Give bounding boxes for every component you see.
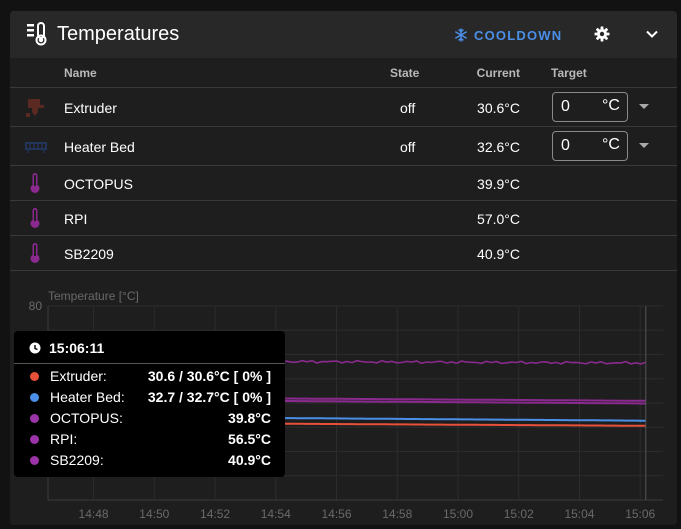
tooltip-label: Heater Bed: <box>50 389 125 405</box>
panel-header: Temperatures COOLDOWN <box>10 11 677 58</box>
extruder-target-input[interactable] <box>552 92 628 122</box>
series-dot <box>30 435 39 444</box>
table-row-rpi: RPI 57.0°C <box>10 201 677 236</box>
tooltip-value: 39.8°C <box>228 410 271 426</box>
thermometer-lines-icon <box>27 22 47 46</box>
tooltip-label: Extruder: <box>50 368 107 384</box>
row-current: 39.9°C <box>477 176 520 192</box>
x-tick-label: 14:48 <box>79 507 109 521</box>
x-tick-label: 14:56 <box>322 507 352 521</box>
row-name: SB2209 <box>64 246 114 262</box>
table-row-sb2209: SB2209 40.9°C <box>10 236 677 271</box>
heater-bed-icon <box>25 142 47 153</box>
x-tick-label: 14:54 <box>261 507 291 521</box>
x-tick-label: 15:06 <box>625 507 655 521</box>
thermometer-icon <box>30 208 40 228</box>
chart-tooltip: 15:06:11 Extruder: 30.6 / 30.6°C [ 0% ] … <box>14 331 285 477</box>
extruder-icon <box>26 99 44 117</box>
table-row-heater-bed: Heater Bed off 32.6°C °C <box>10 127 677 166</box>
tooltip-header: 15:06:11 <box>14 331 285 364</box>
column-current: Current <box>476 66 520 80</box>
table-header: Name State Current Target <box>10 58 677 88</box>
row-state: off <box>400 139 416 155</box>
tooltip-label: SB2209: <box>50 452 104 468</box>
heater-bed-target-dropdown-icon[interactable] <box>638 142 650 150</box>
series-dot <box>30 372 39 381</box>
row-current: 30.6°C <box>477 100 520 116</box>
x-tick-label: 14:52 <box>200 507 230 521</box>
x-tick-label: 15:02 <box>504 507 534 521</box>
target-unit: °C <box>602 136 620 153</box>
extruder-target-dropdown-icon[interactable] <box>638 103 650 111</box>
tooltip-row-octopus: OCTOPUS: 39.8°C <box>14 408 285 429</box>
row-name: Heater Bed <box>64 139 135 155</box>
tooltip-row-extruder: Extruder: 30.6 / 30.6°C [ 0% ] <box>14 366 285 387</box>
column-name: Name <box>64 66 97 80</box>
clock-icon <box>29 342 41 354</box>
thermometer-icon <box>30 243 40 263</box>
cooldown-label: COOLDOWN <box>474 27 563 43</box>
x-tick-label: 15:00 <box>443 507 473 521</box>
tooltip-row-heater-bed: Heater Bed: 32.7 / 32.7°C [ 0% ] <box>14 387 285 408</box>
cooldown-button[interactable]: COOLDOWN <box>454 24 562 46</box>
x-tick-label: 14:58 <box>382 507 412 521</box>
chevron-down-icon[interactable] <box>644 26 660 42</box>
series-dot <box>30 456 39 465</box>
tooltip-time: 15:06:11 <box>49 340 105 356</box>
panel-title: Temperatures <box>57 23 180 45</box>
tooltip-label: OCTOPUS: <box>50 410 123 426</box>
table-row-extruder: Extruder off 30.6°C °C <box>10 88 677 127</box>
temperatures-panel: Temperatures COOLDOWN <box>10 11 677 525</box>
thermometer-icon <box>30 173 40 193</box>
row-name: Extruder <box>64 100 117 116</box>
row-name: OCTOPUS <box>64 176 133 192</box>
tooltip-value: 32.7 / 32.7°C [ 0% ] <box>147 389 271 405</box>
column-state: State <box>390 66 420 80</box>
table-row-octopus: OCTOPUS 39.9°C <box>10 166 677 201</box>
y-tick-label: 80 <box>29 299 43 313</box>
column-target: Target <box>551 66 587 80</box>
x-tick-label: 14:50 <box>139 507 169 521</box>
tooltip-row-rpi: RPI: 56.5°C <box>14 429 285 450</box>
series-dot <box>30 393 39 402</box>
target-unit: °C <box>602 97 620 114</box>
row-name: RPI <box>64 211 88 227</box>
tooltip-row-sb2209: SB2209: 40.9°C <box>14 450 285 471</box>
heater-bed-target-input[interactable] <box>552 131 628 161</box>
tooltip-value: 40.9°C <box>228 452 271 468</box>
tooltip-value: 56.5°C <box>228 431 271 447</box>
row-current: 40.9°C <box>477 246 520 262</box>
tooltip-label: RPI: <box>50 431 78 447</box>
snowflake-icon <box>455 28 467 42</box>
x-tick-label: 15:04 <box>564 507 594 521</box>
series-dot <box>30 414 39 423</box>
row-current: 32.6°C <box>477 139 520 155</box>
row-current: 57.0°C <box>477 211 520 227</box>
row-state: off <box>400 100 416 116</box>
tooltip-value: 30.6 / 30.6°C [ 0% ] <box>147 368 271 384</box>
gear-icon[interactable] <box>594 26 610 42</box>
y-axis-title: Temperature [°C] <box>48 289 139 303</box>
